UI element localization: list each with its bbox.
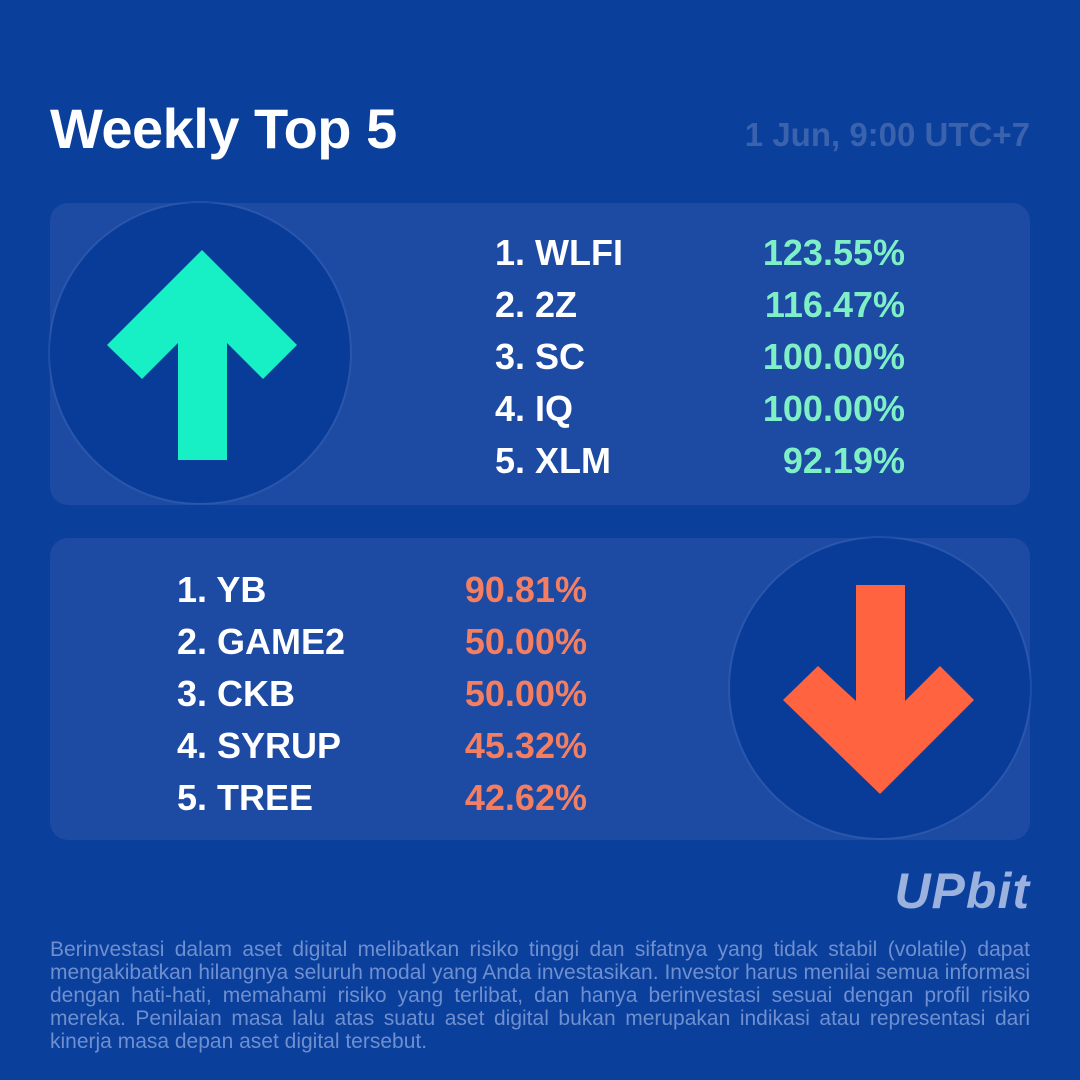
coin-name: 2. GAME2: [177, 621, 346, 662]
timestamp: 1 Jun, 9:00 UTC+7: [744, 116, 1030, 153]
page-title: Weekly Top 5: [50, 97, 397, 160]
upbit-logo: UPbit: [894, 863, 1030, 919]
coin-name: 1. WLFI: [495, 232, 623, 273]
change-percent: 100.00%: [762, 388, 905, 429]
list-item: 1. WLFI 123.55%: [495, 227, 905, 279]
list-item: 5. TREE 42.62%: [177, 772, 587, 824]
list-item: 4. IQ 100.00%: [495, 383, 905, 435]
coin-name: 1. YB: [177, 569, 267, 610]
list-item: 3. SC 100.00%: [495, 331, 905, 383]
coin-name: 3. SC: [495, 336, 586, 377]
losers-list: 1. YB 90.81% 2. GAME2 50.00% 3. CKB 50.00% …: [177, 564, 587, 824]
losers-badge: [730, 538, 1030, 838]
change-percent: 123.55%: [762, 232, 905, 273]
change-percent: 50.00%: [464, 673, 587, 714]
change-percent: 90.81%: [464, 569, 587, 610]
change-percent: 50.00%: [464, 621, 587, 662]
disclaimer-text: Berinvestasi dalam aset digital melibatk…: [50, 938, 1030, 1053]
coin-name: 3. CKB: [177, 673, 296, 714]
list-item: 2. GAME2 50.00%: [177, 616, 587, 668]
coin-name: 5. XLM: [495, 440, 612, 481]
gainers-list: 1. WLFI 123.55% 2. 2Z 116.47% 3. SC 100.00%…: [495, 227, 905, 487]
arrow-up-icon: [107, 250, 297, 460]
list-item: 2. 2Z 116.47%: [495, 279, 905, 331]
change-percent: 45.32%: [464, 725, 587, 766]
arrow-down-icon: [783, 585, 974, 794]
list-item: 1. YB 90.81%: [177, 564, 587, 616]
coin-name: 4. IQ: [495, 388, 574, 429]
coin-name: 5. TREE: [177, 777, 314, 818]
change-percent: 100.00%: [762, 336, 905, 377]
change-percent: 92.19%: [782, 440, 905, 481]
change-percent: 116.47%: [764, 284, 905, 325]
coin-name: 4. SYRUP: [177, 725, 342, 766]
list-item: 4. SYRUP 45.32%: [177, 720, 587, 772]
coin-name: 2. 2Z: [495, 284, 578, 325]
list-item: 3. CKB 50.00%: [177, 668, 587, 720]
list-item: 5. XLM 92.19%: [495, 435, 905, 487]
gainers-badge: [50, 203, 350, 503]
change-percent: 42.62%: [464, 777, 587, 818]
